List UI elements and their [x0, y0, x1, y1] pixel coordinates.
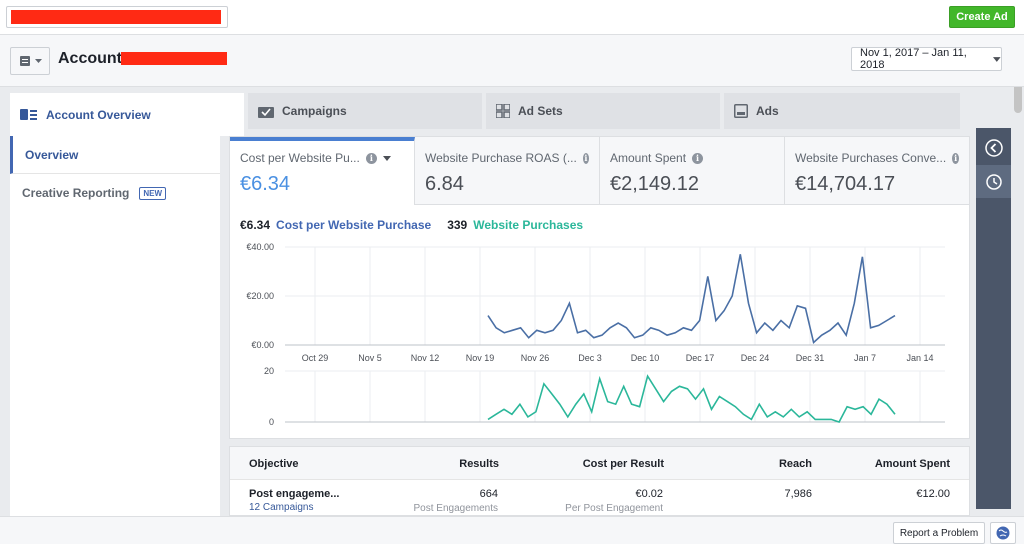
account-title: Account:	[58, 50, 128, 67]
metric-card-amount-spent[interactable]: Amount Spent i €2,149.12	[600, 137, 785, 205]
column-header[interactable]: Results	[459, 458, 499, 470]
legend-value-1: €6.34	[240, 218, 271, 232]
account-bar: Account: Nov 1, 2017 – Jan 11, 2018	[0, 35, 1024, 87]
x-tick-label: Dec 31	[796, 353, 825, 363]
metric-value: €6.34	[240, 173, 291, 195]
x-tick-label: Dec 24	[741, 353, 770, 363]
y-tick-label: 20	[264, 366, 274, 376]
x-tick-label: Nov 26	[521, 353, 550, 363]
nav-label: Creative Reporting	[22, 186, 130, 200]
campaigns-link[interactable]: 12 Campaigns	[249, 502, 314, 513]
report-problem-button[interactable]: Report a Problem	[893, 522, 985, 544]
date-range-label: Nov 1, 2017 – Jan 11, 2018	[860, 47, 967, 71]
x-tick-label: Oct 29	[302, 353, 329, 363]
language-button[interactable]	[990, 522, 1016, 544]
info-icon[interactable]: i	[952, 152, 959, 164]
view-menu-button[interactable]	[10, 47, 50, 75]
tab-label: Account Overview	[46, 107, 151, 122]
cost-per-result-subtext: Per Post Engagement	[565, 503, 663, 514]
chevron-left-icon	[984, 138, 1003, 157]
x-tick-label: Nov 5	[358, 353, 382, 363]
objective-cell: Post engageme...	[249, 488, 340, 500]
series-line-website-purchases	[487, 374, 896, 423]
x-tick-label: Jan 14	[906, 353, 933, 363]
y-tick-label: €40.00	[246, 242, 274, 252]
metric-card-roas[interactable]: Website Purchase ROAS (... i 6.84	[415, 137, 600, 205]
top-bar: Create Ad	[0, 0, 1024, 35]
metrics-panel: Cost per Website Pu... i €6.34 Website P…	[229, 136, 970, 439]
chevron-down-icon	[34, 58, 42, 63]
metric-label: Amount Spent	[610, 151, 687, 165]
tab-ad-sets[interactable]: Ad Sets	[486, 93, 720, 129]
folder-icon	[258, 106, 274, 118]
metric-label: Cost per Website Pu...	[240, 151, 360, 165]
x-tick-label: Dec 3	[578, 353, 602, 363]
tab-label: Ads	[756, 104, 779, 118]
info-icon[interactable]: i	[582, 152, 589, 164]
date-range-picker[interactable]: Nov 1, 2017 – Jan 11, 2018	[851, 47, 1002, 71]
legend-label-1: Cost per Website Purchase	[276, 218, 432, 232]
account-name-field[interactable]	[6, 6, 228, 28]
overview-icon	[20, 108, 37, 120]
x-tick-label: Jan 7	[854, 353, 876, 363]
info-icon[interactable]: i	[692, 152, 704, 164]
x-tick-label: Dec 10	[631, 353, 660, 363]
x-tick-label: Dec 17	[686, 353, 715, 363]
y-tick-label: €20.00	[246, 291, 274, 301]
metric-value: €2,149.12	[610, 173, 699, 195]
redaction-bar	[11, 10, 221, 24]
ad-icon	[734, 104, 748, 118]
metric-label: Website Purchases Conve...	[795, 151, 947, 165]
nav-label: Overview	[25, 147, 79, 162]
document-icon	[19, 56, 30, 66]
cost-per-result-cell: €0.02	[635, 488, 663, 500]
results-cell: 664	[479, 488, 498, 500]
globe-icon	[996, 526, 1010, 540]
column-header[interactable]: Objective	[249, 458, 299, 470]
metric-card-conversion-value[interactable]: Website Purchases Conve... i €14,704.17	[785, 137, 969, 205]
chart-legend: €6.34 Cost per Website Purchase 339 Webs…	[240, 218, 583, 232]
create-ad-button[interactable]: Create Ad	[949, 6, 1015, 28]
nav-overview[interactable]: Overview	[10, 136, 220, 174]
amount-spent-cell: €12.00	[916, 488, 950, 500]
table-header: Objective Results Cost per Result Reach …	[230, 447, 969, 480]
metric-card-cost-per-purchase[interactable]: Cost per Website Pu... i €6.34	[230, 137, 415, 205]
series-line-cost-per-purchase	[487, 254, 896, 344]
column-header[interactable]: Amount Spent	[874, 458, 950, 470]
performance-chart: €40.00 €20.00 €0.00 20 0 Oct 29 Nov 5 Nov 12 Nov…	[246, 242, 945, 427]
reach-cell: 7,986	[784, 488, 812, 500]
tab-label: Ad Sets	[518, 104, 563, 118]
right-panel	[976, 128, 1011, 509]
info-icon[interactable]: i	[365, 152, 377, 164]
metric-value: 6.84	[425, 173, 464, 195]
left-nav: Overview Creative Reporting NEW	[10, 136, 220, 516]
legend-value-2: 339	[447, 218, 468, 232]
grid-icon	[496, 104, 510, 118]
collapse-button[interactable]	[976, 131, 1011, 164]
redaction-bar	[121, 52, 227, 65]
x-tick-label: Nov 19	[466, 353, 495, 363]
tab-campaigns[interactable]: Campaigns	[248, 93, 482, 129]
chevron-down-icon	[993, 56, 1001, 62]
metric-label: Website Purchase ROAS (...	[425, 151, 577, 165]
column-header[interactable]: Reach	[778, 458, 812, 470]
new-badge: NEW	[139, 186, 167, 200]
y-tick-label: €0.00	[251, 340, 274, 350]
clock-icon	[985, 173, 1002, 190]
results-table: Objective Results Cost per Result Reach …	[229, 446, 970, 516]
column-header[interactable]: Cost per Result	[582, 458, 664, 470]
tab-account-overview[interactable]: Account Overview	[10, 93, 244, 136]
y-tick-label: 0	[269, 417, 274, 427]
legend-label-2: Website Purchases	[473, 218, 584, 232]
bottom-bar	[0, 516, 1024, 544]
results-subtext: Post Engagements	[413, 503, 499, 514]
tab-ads[interactable]: Ads	[724, 93, 960, 129]
nav-creative-reporting[interactable]: Creative Reporting NEW	[10, 174, 220, 212]
history-button[interactable]	[976, 165, 1011, 198]
chevron-down-icon[interactable]	[382, 155, 391, 161]
metric-value: €14,704.17	[795, 173, 896, 195]
x-tick-label: Nov 12	[411, 353, 440, 363]
tab-label: Campaigns	[282, 104, 347, 118]
